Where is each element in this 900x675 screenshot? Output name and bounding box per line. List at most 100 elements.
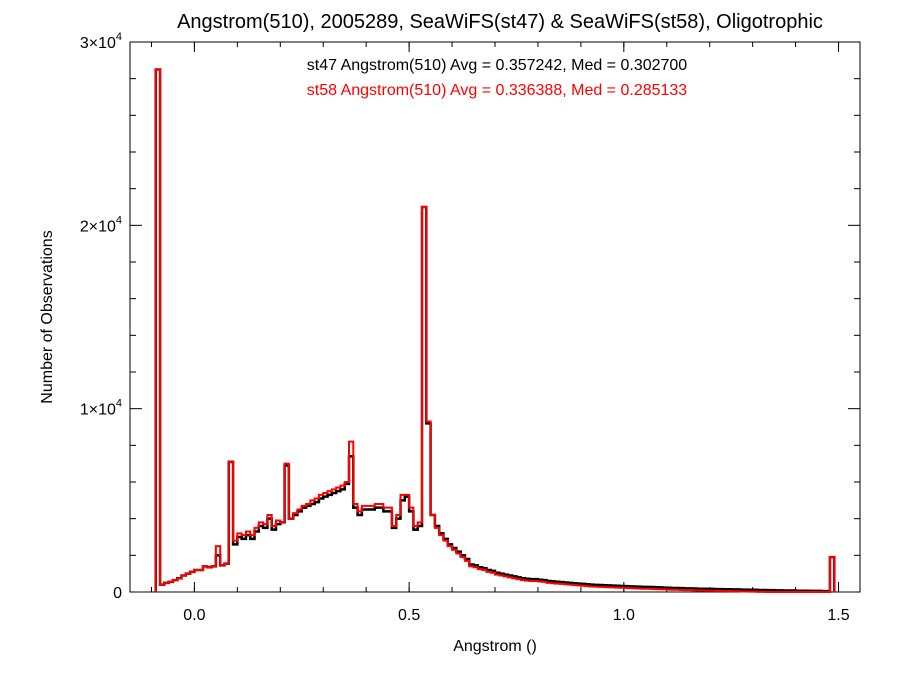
histogram-bin <box>319 499 323 593</box>
x-tick-label: 0.0 <box>183 607 205 624</box>
histogram-bin <box>250 535 254 592</box>
histogram-bin <box>448 546 452 592</box>
histogram-bin <box>328 491 332 592</box>
histogram-bin <box>482 570 486 592</box>
histogram-bin <box>293 515 297 592</box>
histogram-bin <box>340 489 344 592</box>
series-layer <box>154 68 836 593</box>
histogram-bin <box>289 519 293 592</box>
y-tick-label: 2×104 <box>80 214 122 235</box>
histogram-bin <box>474 567 478 592</box>
histogram-bin <box>379 504 383 592</box>
histogram-bin <box>224 564 228 592</box>
histogram-bin <box>332 493 336 592</box>
histogram-bin <box>289 519 293 592</box>
histogram-bin <box>499 576 503 593</box>
histogram-bin <box>491 573 495 592</box>
histogram-bin <box>332 489 336 592</box>
histogram-bin <box>525 581 529 592</box>
histogram-bin <box>246 535 250 592</box>
histogram-bin <box>263 528 267 592</box>
histogram-bin <box>306 506 310 592</box>
plot-area <box>129 41 861 593</box>
histogram-bin <box>366 506 370 592</box>
histogram-bin <box>306 504 310 592</box>
y-tick-label: 0 <box>113 585 122 602</box>
histogram-bin <box>194 570 198 592</box>
histogram-bin <box>443 541 447 592</box>
histogram-bin <box>323 493 327 592</box>
histogram-bin <box>521 580 525 592</box>
histogram-bin <box>452 550 456 592</box>
annotation-st47: st47 Angstrom(510) Avg = 0.357242, Med =… <box>307 57 688 74</box>
histogram-bin <box>315 502 319 592</box>
histogram-bin <box>534 581 538 592</box>
histogram-bin <box>413 530 417 592</box>
histogram-bin <box>194 570 198 592</box>
histogram-bin <box>547 583 551 592</box>
histogram-bin <box>263 524 267 592</box>
histogram-bin <box>276 521 280 593</box>
histogram-bin <box>207 567 211 592</box>
histogram-bin <box>212 566 216 592</box>
histogram-bin <box>375 504 379 592</box>
histogram-bin <box>310 504 314 592</box>
histogram-bin <box>435 528 439 592</box>
histogram-bin <box>259 522 263 592</box>
histogram-bin <box>469 565 473 593</box>
histogram-bin <box>297 510 301 593</box>
histogram-bin <box>272 526 276 592</box>
histogram-bin <box>207 567 211 592</box>
histogram-bin <box>340 486 344 592</box>
y-axis-label: Number of Observations <box>39 230 56 403</box>
histogram-bin <box>199 570 203 592</box>
histogram-bin <box>353 508 357 592</box>
histogram-bin <box>212 566 216 592</box>
histogram-bin <box>259 526 263 592</box>
annotation-st58: st58 Angstrom(510) Avg = 0.336388, Med =… <box>307 82 688 99</box>
histogram-bin <box>358 511 362 592</box>
histogram-bin <box>392 528 396 592</box>
histogram-bin <box>461 557 465 592</box>
histogram-bin <box>439 533 443 592</box>
histogram-bin <box>370 510 374 593</box>
histogram-bin <box>486 572 490 592</box>
histogram-bin <box>538 582 542 592</box>
histogram-bin <box>396 519 400 592</box>
x-tick-label: 0.5 <box>398 607 420 624</box>
histogram-bin <box>323 497 327 592</box>
histogram-bin <box>358 515 362 592</box>
histogram-bin <box>255 532 259 593</box>
histogram-bin <box>370 506 374 592</box>
histogram-bin <box>516 579 520 592</box>
histogram-bin <box>392 526 396 592</box>
histogram-bin <box>478 569 482 592</box>
histogram-bin <box>272 530 276 592</box>
x-axis-ticks <box>150 42 840 592</box>
x-axis-label: Angstrom () <box>453 638 537 655</box>
histogram-bin <box>456 554 460 593</box>
x-tick-label: 1.0 <box>613 607 635 624</box>
histogram-line <box>154 68 836 593</box>
x-tick-label: 1.5 <box>827 607 849 624</box>
histogram-bin <box>495 575 499 592</box>
x-axis-tick-labels: 0.0 0.5 1.0 1.5 <box>183 607 849 624</box>
histogram-bin <box>362 506 366 592</box>
plot-frame <box>129 41 861 593</box>
histogram-bin <box>508 577 512 592</box>
histogram-bin <box>366 510 370 593</box>
series-0 <box>154 68 836 593</box>
histogram-bin <box>242 539 246 592</box>
histogram-bin <box>233 544 237 592</box>
histogram-bin <box>302 508 306 592</box>
histogram-bin <box>512 578 516 592</box>
histogram-bin <box>280 522 284 592</box>
histogram-bin <box>383 511 387 592</box>
histogram-bin <box>413 526 417 592</box>
histogram-bin <box>315 499 319 593</box>
histogram-bin <box>353 504 357 592</box>
histogram-bin <box>199 570 203 592</box>
histogram-bin <box>250 539 254 592</box>
y-tick-label: 3×104 <box>80 31 122 52</box>
